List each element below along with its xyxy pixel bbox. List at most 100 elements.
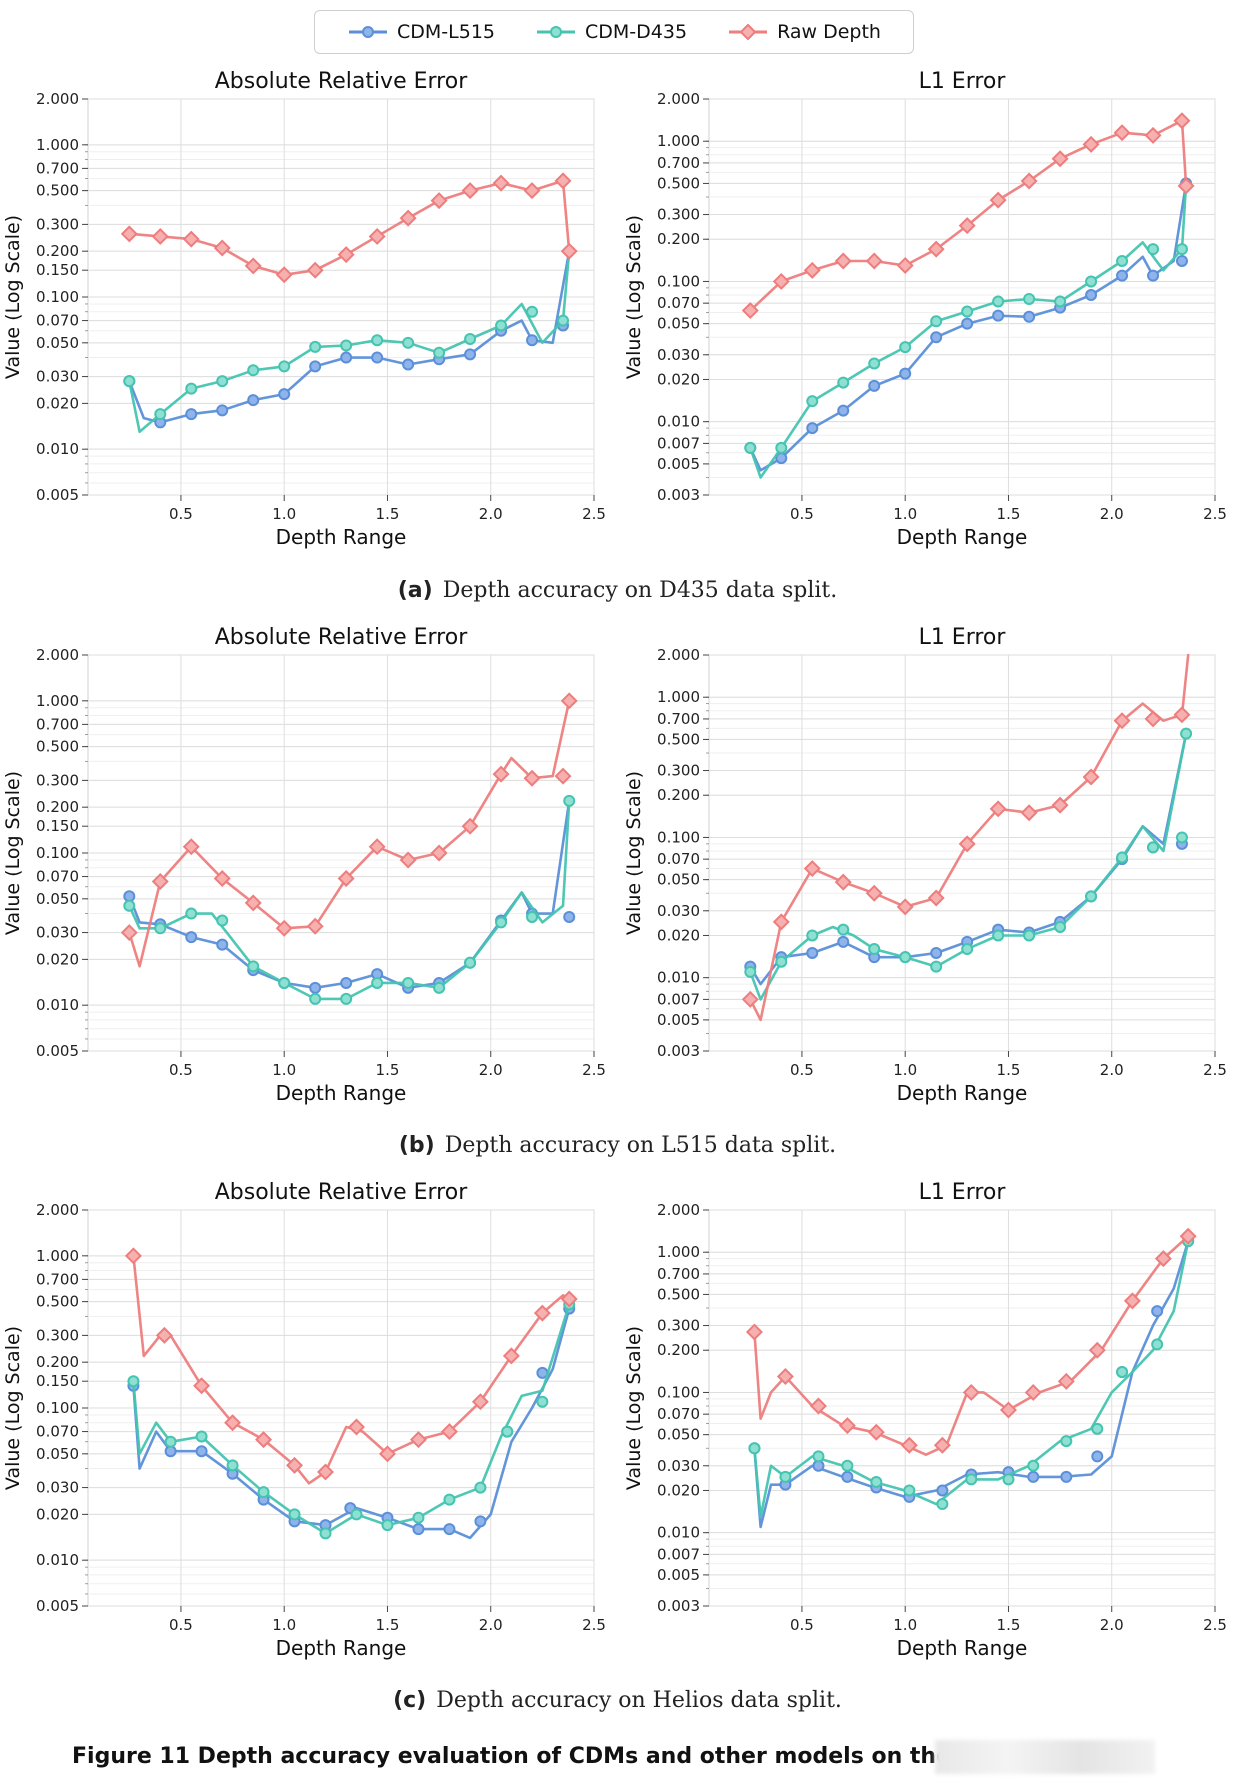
data-point [340, 976, 353, 989]
caption-c-text: Depth accuracy on Helios data split. [436, 1688, 842, 1713]
x-tick-label: 1.0 [893, 505, 917, 523]
data-point [247, 364, 260, 377]
legend-item-cdm-d435[interactable]: CDM-D435 [535, 21, 687, 43]
x-axis-label: Depth Range [276, 525, 407, 549]
data-point [1051, 796, 1069, 814]
legend: CDM-L515 CDM-D435 Raw Depth [314, 10, 914, 54]
y-tick-label: 0.020 [36, 394, 79, 412]
y-tick-label: 0.005 [36, 486, 79, 504]
figure-caption: Figure 11 Depth accuracy evaluation of C… [72, 1744, 952, 1769]
y-tick-label: 1.000 [36, 692, 79, 710]
data-point [1027, 1459, 1040, 1472]
y-tick-label: 0.070 [657, 850, 700, 868]
y-tick-label: 0.500 [657, 1285, 700, 1303]
data-point [337, 246, 355, 264]
data-point [244, 257, 262, 275]
data-point [1091, 1422, 1104, 1435]
data-point [1175, 831, 1188, 844]
data-point [492, 174, 510, 192]
x-axis-label: Depth Range [897, 1081, 1028, 1105]
y-tick-label: 0.150 [36, 261, 79, 279]
x-tick-label: 2.5 [582, 1616, 606, 1634]
data-point [989, 800, 1007, 818]
data-point [775, 955, 788, 968]
y-tick-label: 0.030 [657, 902, 700, 920]
x-tick-label: 1.5 [376, 1616, 400, 1634]
data-point [1023, 929, 1036, 942]
y-tick-label: 0.030 [36, 1479, 79, 1497]
x-tick-label: 2.5 [1203, 505, 1227, 523]
legend-label: CDM-D435 [585, 21, 688, 43]
data-point [443, 1493, 456, 1506]
y-tick-label: 0.010 [657, 413, 700, 431]
data-point [1020, 804, 1038, 822]
chart-title: L1 Error [919, 1180, 1007, 1205]
y-tick-label: 0.700 [657, 1265, 700, 1283]
y-tick-label: 0.500 [36, 1293, 79, 1311]
data-point [1023, 292, 1036, 305]
data-point [1002, 1473, 1015, 1486]
data-point [1054, 920, 1067, 933]
legend-item-cdm-l515[interactable]: CDM-L515 [347, 21, 495, 43]
y-tick-label: 0.020 [36, 1505, 79, 1523]
y-tick-label: 0.150 [36, 817, 79, 835]
data-point [1082, 768, 1100, 786]
y-tick-label: 0.100 [36, 844, 79, 862]
x-tick-label: 1.0 [272, 505, 296, 523]
data-point [278, 360, 291, 373]
data-point [464, 348, 477, 361]
y-tick-label: 0.070 [657, 1405, 700, 1423]
data-point [961, 317, 974, 330]
data-point [430, 192, 448, 210]
x-tick-label: 2.0 [1100, 1061, 1124, 1079]
y-axis-label: Value (Log Scale) [623, 771, 645, 935]
y-tick-label: 0.003 [657, 1042, 700, 1060]
data-point [120, 924, 138, 942]
y-tick-label: 0.070 [36, 868, 79, 886]
data-point [1085, 289, 1098, 302]
data-point [523, 769, 541, 787]
y-tick-label: 2.000 [657, 90, 700, 108]
data-point [461, 817, 479, 835]
chart-title: Absolute Relative Error [215, 625, 468, 650]
y-tick-label: 0.300 [657, 206, 700, 224]
data-point [1175, 243, 1188, 256]
x-tick-label: 2.0 [479, 505, 503, 523]
data-point [1116, 269, 1129, 282]
data-point [464, 956, 477, 969]
x-tick-label: 1.5 [376, 1061, 400, 1079]
x-tick-label: 2.0 [1100, 505, 1124, 523]
data-point [164, 1435, 177, 1448]
data-point [309, 981, 322, 994]
series-line-cdm-d435 [128, 249, 571, 434]
data-point [461, 182, 479, 200]
data-point [1020, 172, 1038, 190]
data-point [1175, 254, 1188, 267]
y-axis-label: Value (Log Scale) [623, 215, 645, 379]
data-point [930, 331, 943, 344]
chart-panel: 0.003 0.005 0.007 0.010 0.020 0.030 0.050 0.070… [623, 625, 1227, 1105]
data-point [371, 976, 384, 989]
data-point [309, 360, 322, 373]
data-point [1088, 1341, 1106, 1359]
data-point [958, 835, 976, 853]
chart-panel: 0.003 0.005 0.007 0.010 0.020 0.030 0.050 0.070… [623, 1180, 1227, 1660]
legend-item-raw-depth[interactable]: Raw Depth [727, 21, 881, 43]
data-point [563, 794, 576, 807]
caption-a: (a) Depth accuracy on D435 data split. [0, 578, 1235, 603]
data-point [226, 1459, 239, 1472]
data-point [779, 1470, 792, 1483]
data-point [195, 1445, 208, 1458]
data-point [526, 305, 539, 318]
data-point [523, 182, 541, 200]
y-tick-label: 0.030 [36, 368, 79, 386]
data-point [288, 1508, 301, 1521]
x-tick-label: 1.0 [272, 1061, 296, 1079]
data-point [433, 346, 446, 359]
data-point [803, 261, 821, 279]
data-point [927, 889, 945, 907]
data-point [772, 913, 790, 931]
caption-b-text: Depth accuracy on L515 data split. [444, 1133, 837, 1158]
data-point [1173, 706, 1191, 724]
data-point [195, 1430, 208, 1443]
